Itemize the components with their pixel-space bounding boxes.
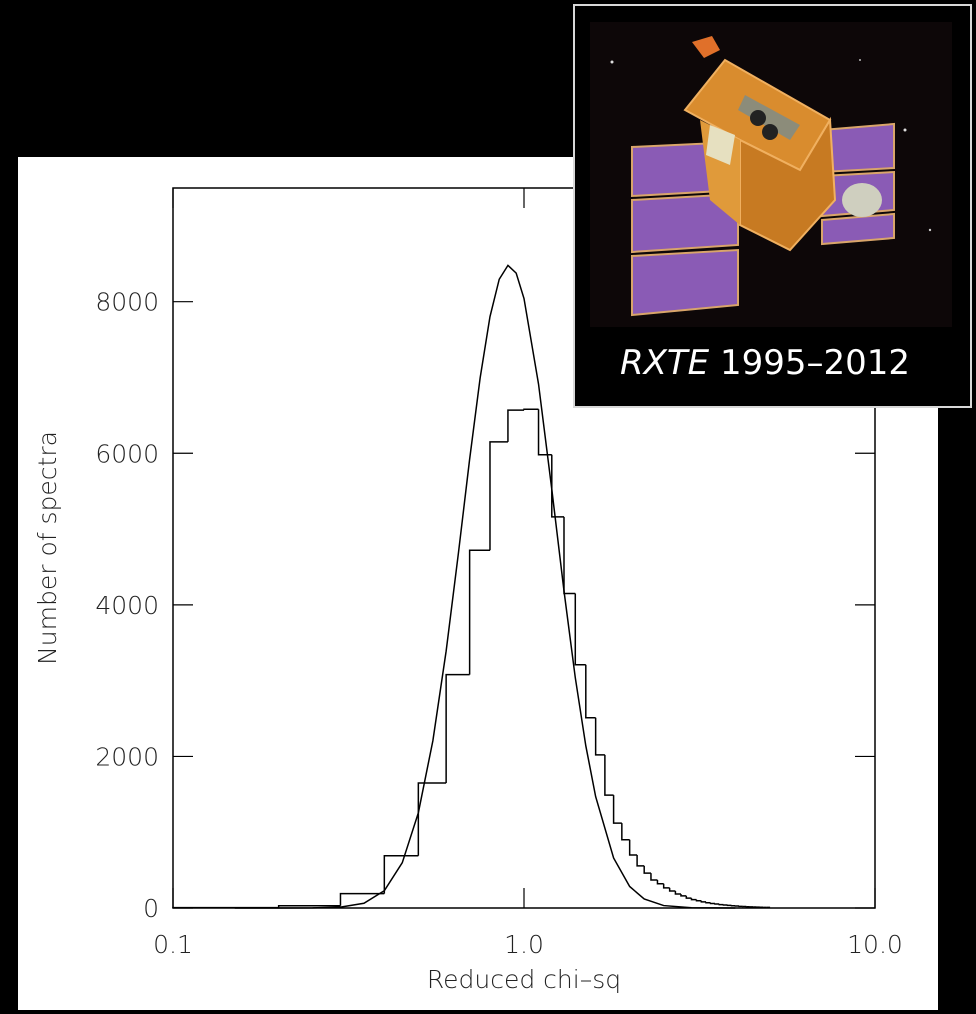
x-tick-label: 10.0 — [847, 930, 903, 959]
inset: RXTE 1995–2012 — [574, 5, 971, 407]
x-tick-label: 0.1 — [153, 930, 193, 959]
histogram-step — [711, 903, 715, 904]
histogram-step — [715, 903, 719, 904]
histogram-step — [719, 904, 723, 905]
y-tick-label: 6000 — [95, 439, 159, 468]
x-axis-title: Reduced chi–sq — [427, 965, 621, 994]
inset-years: 1995–2012 — [720, 343, 910, 383]
histogram-step — [706, 902, 711, 903]
inset-caption: RXTE 1995–2012 — [620, 343, 910, 383]
histogram-step — [524, 409, 539, 410]
y-tick-label: 0 — [143, 894, 159, 923]
x-tick-label: 1.0 — [504, 930, 544, 959]
histogram-step — [766, 907, 769, 908]
y-axis-title: Number of spectra — [33, 431, 62, 665]
y-tick-label: 8000 — [95, 288, 159, 317]
y-tick-label: 2000 — [95, 742, 159, 771]
y-tick-label: 4000 — [95, 591, 159, 620]
inset-mission: RXTE — [620, 343, 710, 383]
